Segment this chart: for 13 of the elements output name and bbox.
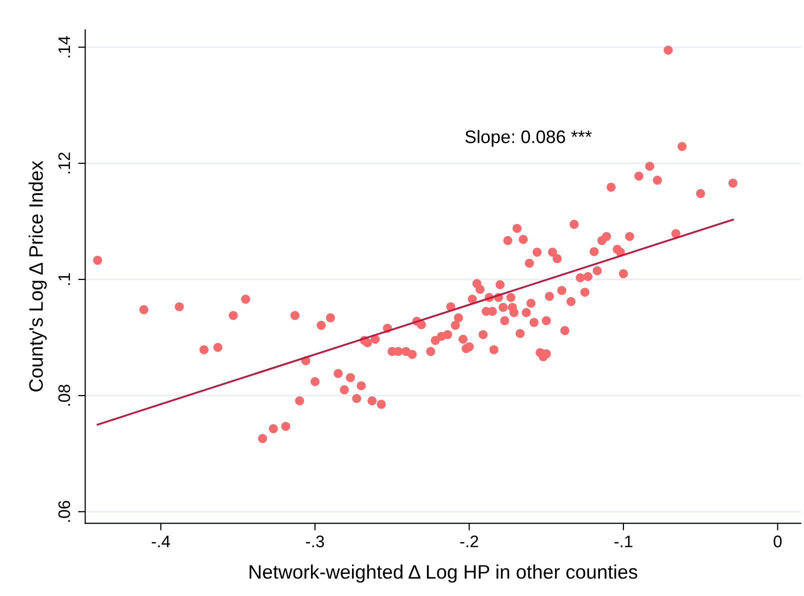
- y-tick-label: .06: [58, 500, 70, 522]
- x-axis-title: Network-weighted Δ Log HP in other counties: [250, 564, 638, 583]
- y-tick-label: .14: [58, 36, 70, 58]
- x-tick-label: -.3: [306, 536, 324, 548]
- x-tick-label: -.1: [614, 536, 632, 548]
- x-tick-label: 0: [774, 536, 782, 548]
- y-axis-title: County's Log Δ Price Index: [28, 160, 47, 392]
- y-tick-label: .1: [58, 273, 70, 285]
- y-tick-label: .12: [58, 152, 70, 174]
- x-tick-label: -.2: [460, 536, 478, 548]
- y-tick-label: .08: [58, 384, 70, 406]
- x-tick-label: -.4: [152, 536, 170, 548]
- annotation: Slope: 0.086 ***: [465, 130, 592, 147]
